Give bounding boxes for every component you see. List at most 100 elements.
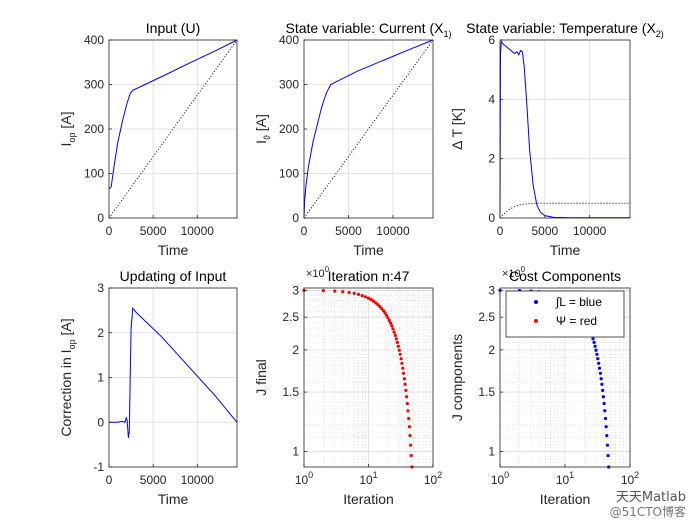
- p5-point: [341, 290, 345, 294]
- p5-point: [397, 348, 401, 352]
- p6-xtick-label: 100: [491, 470, 509, 487]
- p5-y-exponent: ×100: [306, 265, 330, 280]
- p2-ytick-label: 200: [279, 122, 299, 136]
- p5-point: [403, 382, 407, 386]
- p2-series-solid-line: [303, 39, 434, 219]
- p5-title: Iteration n:47: [328, 268, 410, 284]
- p2-xtick-label: 10000: [376, 224, 410, 238]
- p1-ytick-label: 0: [97, 211, 104, 225]
- p2-ytick-label: 400: [279, 33, 299, 47]
- p4-xtick-label: 5000: [140, 473, 167, 487]
- p6-ytick-label: 1: [488, 445, 495, 459]
- p2-title: State variable: Current (X1): [286, 20, 452, 39]
- p5-point: [409, 454, 413, 458]
- p5-point: [390, 324, 394, 328]
- p5-ylabel: J final: [253, 359, 269, 396]
- p2-ytick-label: 100: [279, 167, 299, 181]
- p1-series-solid-line: [108, 39, 238, 190]
- p6-point: [603, 416, 608, 421]
- p1-ytick-label: 400: [84, 33, 104, 47]
- p1-series-dotted-line: [108, 39, 238, 219]
- p1-ytick-label: 200: [84, 122, 104, 136]
- p5-grid: [303, 288, 434, 467]
- p5-point: [352, 291, 356, 295]
- p3-axes-box: [499, 39, 631, 219]
- p1-ylabel: Iop [A]: [58, 112, 77, 147]
- p6-xlabel: Iteration: [540, 491, 591, 507]
- p6-legend-marker: [534, 300, 538, 304]
- p5-ytick-label: 3: [292, 283, 299, 297]
- p6-point: [592, 340, 596, 344]
- p3-ylabel: Δ T [K]: [449, 108, 465, 150]
- p1-xtick-label: 10000: [181, 224, 215, 238]
- p3-xtick-label: 0: [497, 224, 504, 238]
- p6-point: [603, 409, 607, 413]
- p2-ytick-label: 300: [279, 78, 299, 92]
- p4-xtick-label: 0: [106, 473, 113, 487]
- p4-ytick-label: -1: [93, 460, 104, 474]
- p3-axes-bg: [500, 40, 630, 218]
- p6-xtick-label: 101: [556, 470, 574, 487]
- p6-point: [591, 337, 595, 341]
- p4-ytick-label: 2: [97, 326, 104, 340]
- p5-point: [402, 377, 406, 381]
- p2-ytick-label: 0: [292, 211, 299, 225]
- p5-point: [401, 366, 405, 370]
- p5-point: [400, 361, 404, 365]
- watermark-line2: @51CTO博客: [609, 505, 686, 519]
- p5-point: [409, 443, 413, 447]
- p5-ytick-label: 1.5: [282, 385, 299, 399]
- p5-point: [389, 321, 393, 325]
- p4-series-solid-line: [109, 306, 238, 438]
- p5-point: [321, 289, 325, 293]
- p4-ytick-label: 1: [97, 371, 104, 385]
- p3-title: State variable: Temperature (X2): [466, 20, 664, 39]
- p6-xtick-label: 102: [621, 470, 639, 487]
- p5-ytick-label: 2.5: [282, 310, 299, 324]
- p5-point: [394, 337, 398, 341]
- p5-point: [347, 290, 351, 295]
- p6-point: [599, 377, 603, 381]
- p6-point: [606, 454, 610, 458]
- p5-point: [381, 309, 385, 313]
- p5-point: [376, 303, 380, 307]
- p5-point: [398, 352, 402, 356]
- p1-xtick-label: 0: [106, 224, 113, 238]
- p5-point: [356, 292, 361, 296]
- p3-series-dotted-line: [499, 202, 630, 219]
- p6-point: [605, 434, 609, 438]
- p6-point: [594, 348, 598, 352]
- p5-ytick-label: 1: [292, 445, 299, 459]
- p5-xtick-label: 101: [359, 470, 377, 487]
- p6-point: [595, 352, 599, 356]
- p6-title: Cost Components: [509, 268, 621, 284]
- p5-point: [405, 401, 409, 406]
- p5-point: [374, 301, 378, 305]
- p6-point: [601, 388, 605, 392]
- p6-ytick-label: 1.5: [478, 385, 495, 399]
- p4-ytick-label: 3: [97, 281, 104, 295]
- p4-xlabel: Time: [158, 491, 189, 507]
- p5-point: [387, 318, 391, 322]
- p3-xtick-label: 10000: [573, 224, 607, 238]
- p5-point: [399, 357, 403, 361]
- p6-y-exponent: ×100: [502, 265, 526, 280]
- p3-ytick-label: 4: [488, 92, 495, 106]
- p1-xtick-label: 5000: [140, 224, 167, 238]
- p6-legend-label: Ψ = red: [556, 314, 597, 328]
- p5-xlabel: Iteration: [343, 491, 394, 507]
- p6-point: [596, 357, 600, 361]
- p5-point: [386, 316, 390, 320]
- watermark: 天天Matlab @51CTO博客: [609, 491, 686, 520]
- p5-xtick-label: 100: [295, 470, 313, 487]
- p6-point: [597, 366, 602, 370]
- p6-legend-box: [505, 290, 625, 338]
- p5-point: [369, 298, 373, 302]
- p5-point: [395, 340, 399, 344]
- p4-ylabel: Correction in Iop [A]: [58, 318, 77, 436]
- p6-ytick-label: 2: [488, 343, 495, 357]
- p2-xlabel: Time: [353, 242, 384, 258]
- p5-point: [393, 333, 397, 337]
- p2-ylabel: Iϑ [A]: [253, 114, 272, 144]
